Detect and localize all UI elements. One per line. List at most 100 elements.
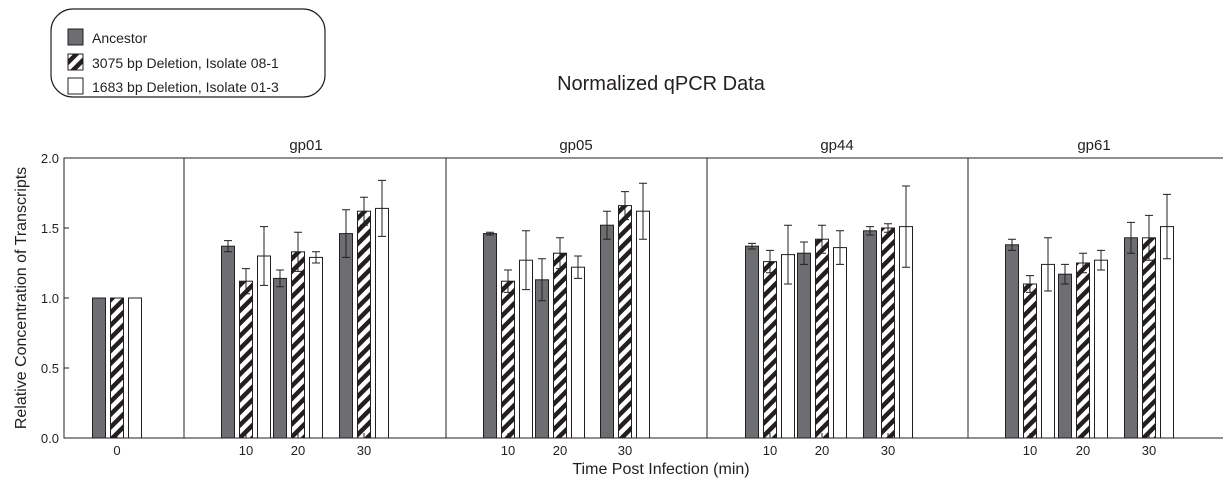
- error-bar: [1079, 252, 1087, 274]
- bar-3075bp: [553, 252, 567, 439]
- legend-label-ancestor: Ancestor: [92, 30, 148, 46]
- error-bar: [800, 241, 808, 265]
- legend: Ancestor 3075 bp Deletion, Isolate 08-1 …: [50, 8, 326, 98]
- error-bar: [342, 209, 350, 258]
- error-bar: [1097, 249, 1105, 271]
- bar-1683bp: [375, 207, 389, 439]
- x-tick-label: 30: [357, 443, 371, 458]
- panel-title-gp01: gp01: [289, 137, 322, 154]
- chart-title: Normalized qPCR Data: [557, 73, 766, 95]
- bar-ancestor: [1058, 273, 1072, 439]
- bar-1683bp: [636, 210, 650, 439]
- error-bar: [294, 231, 302, 272]
- error-bar: [260, 226, 268, 286]
- bar-ancestor: [273, 277, 287, 439]
- panel-title-gp44: gp44: [820, 137, 853, 154]
- error-bar: [538, 258, 546, 302]
- error-bar: [276, 269, 284, 288]
- error-bar: [378, 179, 386, 237]
- bar-3075bp: [110, 297, 124, 439]
- bar-3075bp: [291, 251, 305, 439]
- error-bar: [360, 196, 368, 226]
- x-tick-label: 20: [291, 443, 305, 458]
- bar-ancestor: [1124, 237, 1138, 439]
- error-bar: [866, 226, 874, 236]
- y-axis-label: Relative Concentration of Transcripts: [13, 167, 30, 429]
- legend-swatch-ancestor: [67, 28, 84, 46]
- error-bar: [818, 224, 826, 254]
- error-bar: [1061, 263, 1069, 285]
- y-tick-label: 0.5: [41, 361, 59, 376]
- bar-ancestor: [92, 297, 106, 439]
- panel-title-gp61: gp61: [1077, 137, 1110, 154]
- error-bar: [884, 223, 892, 233]
- error-bar: [1008, 238, 1016, 251]
- bar-1683bp: [833, 247, 847, 439]
- error-bar: [1026, 275, 1034, 293]
- error-bar: [522, 230, 530, 291]
- legend-box: [50, 8, 326, 98]
- bar-3075bp: [1076, 262, 1090, 439]
- error-bar: [1127, 221, 1135, 254]
- bar-ancestor: [600, 224, 614, 439]
- bar-3075bp: [881, 227, 895, 439]
- bar-ancestor: [745, 245, 759, 439]
- bar-1683bp: [1094, 259, 1108, 439]
- bar-3075bp: [239, 280, 253, 439]
- legend-swatch-1683bp: [67, 77, 84, 95]
- y-tick-label: 0.0: [41, 431, 59, 446]
- x-tick-label: 20: [815, 443, 829, 458]
- x-tick-label: 30: [881, 443, 895, 458]
- error-bar: [574, 255, 582, 279]
- error-bar: [748, 242, 756, 250]
- bar-ancestor: [1005, 244, 1019, 439]
- bar-1683bp: [571, 266, 585, 439]
- legend-swatch-3075bp: [67, 53, 84, 71]
- error-bar: [312, 251, 320, 264]
- bar-ancestor: [863, 230, 877, 439]
- x-tick-label: 30: [1142, 443, 1156, 458]
- error-bar: [242, 268, 250, 295]
- y-tick-label: 2.0: [41, 151, 59, 166]
- error-bar: [504, 269, 512, 293]
- error-bar: [556, 237, 564, 270]
- bar-3075bp: [815, 238, 829, 439]
- panel-title-gp05: gp05: [559, 137, 592, 154]
- y-axis: 0.0 0.5 1.0 1.5 2.0: [41, 151, 69, 446]
- x-tick-label: 0: [113, 443, 120, 458]
- x-tick-label: 10: [501, 443, 515, 458]
- bar-1683bp: [128, 297, 142, 439]
- bar-3075bp: [1023, 283, 1037, 439]
- y-tick-label: 1.0: [41, 291, 59, 306]
- error-bar: [902, 185, 910, 268]
- error-bar: [784, 224, 792, 285]
- bar-ancestor: [535, 279, 549, 439]
- error-bar: [486, 231, 494, 236]
- bar-3075bp: [1142, 237, 1156, 439]
- bar-3075bp: [357, 210, 371, 439]
- x-tick-label: 30: [618, 443, 632, 458]
- error-bar: [639, 182, 647, 240]
- bar-3075bp: [763, 261, 777, 439]
- error-bar: [1044, 237, 1052, 292]
- error-bar: [224, 240, 232, 253]
- bar-ancestor: [483, 233, 497, 439]
- y-tick-label: 1.5: [41, 221, 59, 236]
- error-bar: [1145, 214, 1153, 261]
- error-bar: [836, 230, 844, 265]
- x-tick-label: 10: [1023, 443, 1037, 458]
- bar-ancestor: [339, 233, 353, 439]
- legend-label-3075bp: 3075 bp Deletion, Isolate 08-1: [92, 55, 279, 71]
- bar-layer: 0 10 20 30 10 20 30 10 20 30 10 20 30: [92, 179, 1174, 458]
- error-bar: [766, 249, 774, 274]
- x-tick-label: 10: [239, 443, 253, 458]
- x-tick-label: 20: [1076, 443, 1090, 458]
- bar-ancestor: [221, 245, 235, 439]
- bar-3075bp: [618, 205, 632, 439]
- bar-ancestor: [797, 252, 811, 439]
- x-tick-label: 10: [763, 443, 777, 458]
- bar-3075bp: [501, 280, 515, 439]
- bar-1683bp: [309, 256, 323, 439]
- x-tick-label: 20: [553, 443, 567, 458]
